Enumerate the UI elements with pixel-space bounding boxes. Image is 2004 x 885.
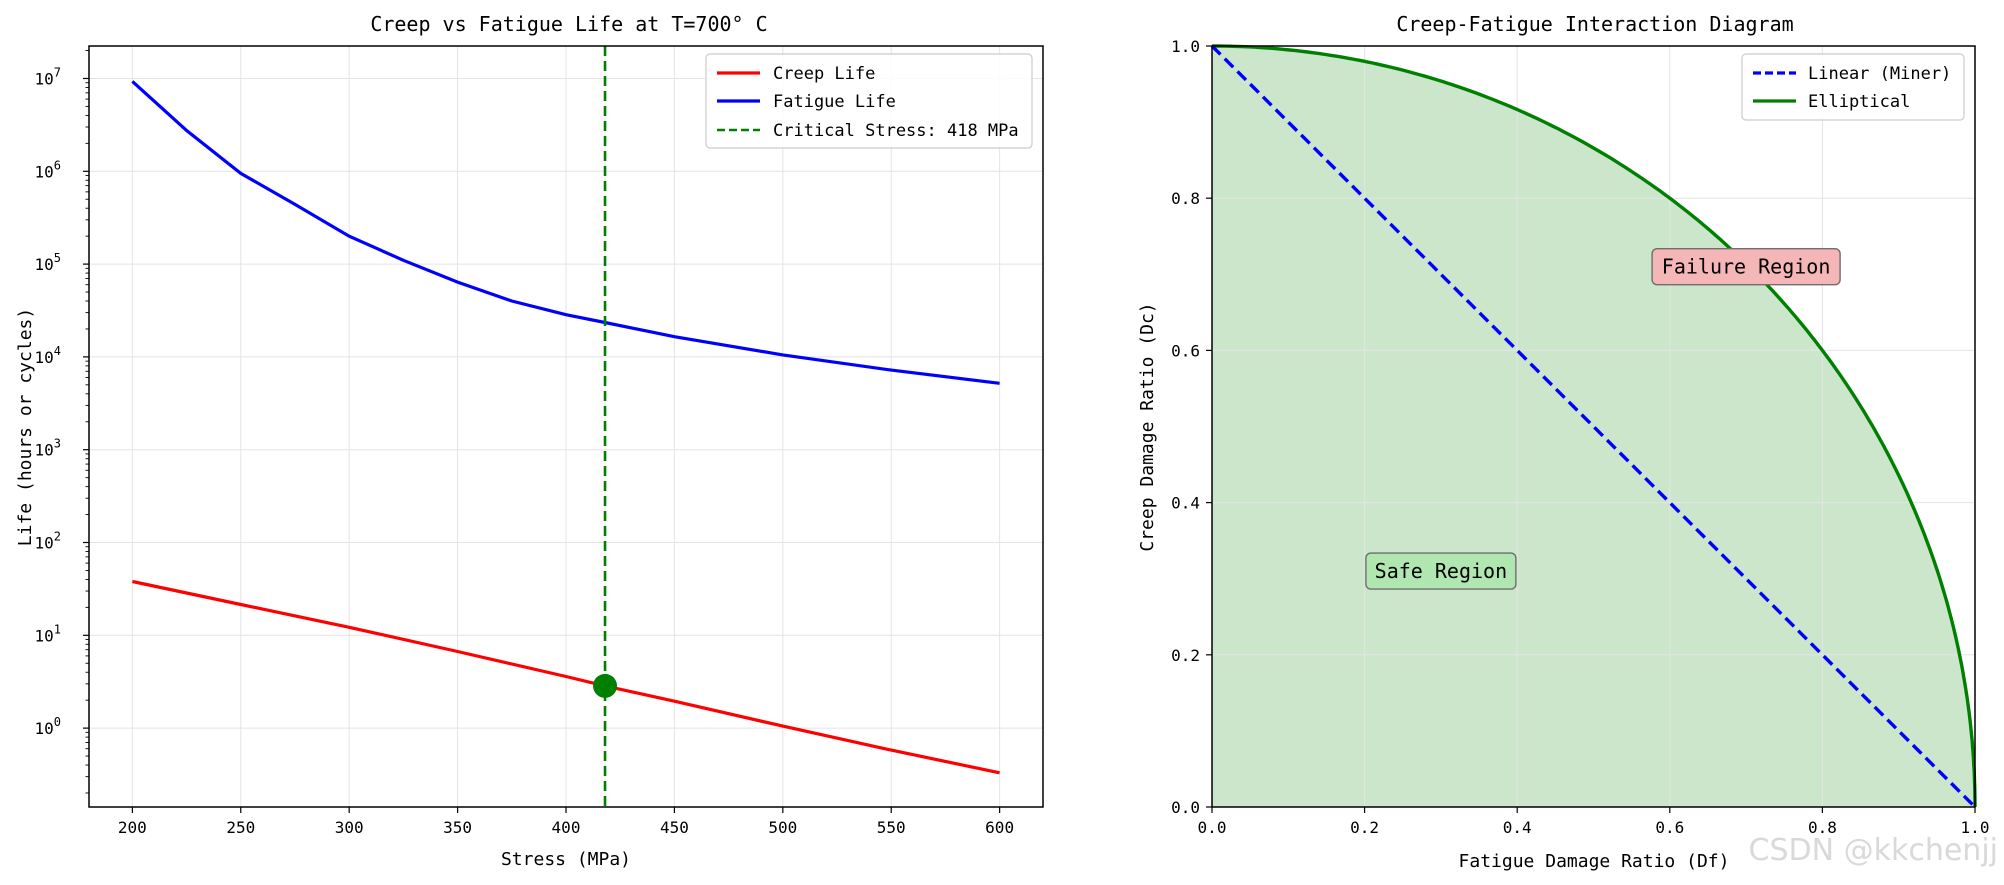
chart1-x-tick-label: 250 [226, 818, 255, 837]
chart1-y-tick-label: 107 [35, 65, 62, 88]
failure-region-annotation: Failure Region [1651, 247, 1841, 286]
critical-point-marker [593, 673, 618, 698]
creep-fatigue-life-chart: Creep vs Fatigue Life at T=700° C 200 250… [15, 12, 1044, 870]
chart1-y-tick-label: 102 [35, 530, 62, 553]
chart2-title: Creep-Fatigue Interaction Diagram [1396, 12, 1793, 36]
chart1-x-ticks: 200 250 300 350 400 450 500 550 600 [118, 807, 1014, 837]
chart1-x-tick-label: 300 [335, 818, 364, 837]
safe-region-box [1365, 552, 1517, 590]
chart1-x-tick-label: 550 [877, 818, 906, 837]
chart1-title: Creep vs Fatigue Life at T=700° C [370, 12, 767, 36]
safe-region-annotation: Safe Region [1365, 552, 1517, 590]
chart1-legend-box [705, 53, 1033, 149]
chart2-x-tick-label: 0.0 [1198, 818, 1227, 837]
chart2-y-ticks: 0.0 0.2 0.4 0.6 0.8 1.0 [1171, 37, 1212, 817]
legend-fatigue-life-label: Fatigue Life [773, 92, 896, 112]
chart1-y-label: Life (hours or cycles) [15, 308, 36, 546]
chart1-series [131, 46, 1000, 807]
chart1-x-tick-label: 350 [443, 818, 472, 837]
chart1-y-tick-label: 103 [35, 437, 62, 460]
chart2-y-tick-label: 0.2 [1171, 646, 1200, 665]
chart2-x-tick-label: 0.2 [1350, 818, 1379, 837]
chart1-y-tick-label: 106 [35, 158, 62, 181]
chart2-y-tick-label: 0.8 [1171, 189, 1200, 208]
safe-region-label: Safe Region [1375, 559, 1507, 583]
legend-creep-life-label: Creep Life [773, 64, 875, 84]
legend-critical-stress-label: Critical Stress: 418 MPa [773, 121, 1019, 141]
chart2-y-tick-label: 0.4 [1171, 494, 1200, 513]
chart1-grid [89, 46, 1043, 807]
chart2-y-tick-label: 0.6 [1171, 341, 1200, 360]
chart1-y-tick-label: 101 [35, 622, 62, 645]
safe-region-fill [1212, 46, 1975, 807]
chart1-x-tick-label: 500 [768, 818, 797, 837]
chart1-y-tick-label: 100 [35, 715, 62, 738]
chart2-x-tick-label: 0.6 [1655, 818, 1684, 837]
chart1-y-ticks: 100 101 102 103 104 105 106 107 [35, 50, 89, 794]
fatigue-life-line [131, 80, 1000, 385]
chart1-x-tick-label: 200 [118, 818, 147, 837]
chart1-y-tick-label: 104 [35, 344, 62, 367]
failure-region-label: Failure Region [1662, 255, 1831, 279]
chart1-x-tick-label: 400 [552, 818, 581, 837]
chart2-y-tick-label: 0.0 [1171, 798, 1200, 817]
chart1-legend: Creep Life Fatigue Life Critical Stress:… [705, 53, 1033, 149]
chart2-frame [1211, 45, 1976, 808]
chart1-y-tick-label: 105 [35, 251, 62, 274]
watermark: CSDN @kkchenjj [1749, 833, 1998, 868]
chart2-x-tick-label: 0.4 [1503, 818, 1532, 837]
legend-linear-miner-label: Linear (Miner) [1808, 64, 1951, 84]
legend-elliptical-label: Elliptical [1808, 92, 1910, 112]
chart2-x-label: Fatigue Damage Ratio (Df) [1459, 851, 1730, 872]
creep-life-line [132, 579, 1000, 775]
chart2-legend-box [1741, 53, 1965, 121]
interaction-diagram-chart: Creep-Fatigue Interaction Diagram Failur… [1137, 12, 1989, 872]
failure-region-box [1651, 247, 1841, 286]
chart2-x-ticks: 0.0 0.2 0.4 0.6 0.8 1.0 [1198, 807, 1990, 837]
chart2-y-tick-label: 1.0 [1171, 37, 1200, 56]
chart1-x-label: Stress (MPa) [501, 849, 631, 870]
chart2-x-tick-label: 0.8 [1808, 818, 1837, 837]
chart2-y-label: Creep Damage Ratio (Dc) [1137, 302, 1158, 551]
chart2-legend: Linear (Miner) Elliptical [1741, 53, 1965, 121]
chart2-x-tick-label: 1.0 [1961, 818, 1990, 837]
chart1-x-tick-label: 450 [660, 818, 689, 837]
chart1-x-tick-label: 600 [985, 818, 1014, 837]
